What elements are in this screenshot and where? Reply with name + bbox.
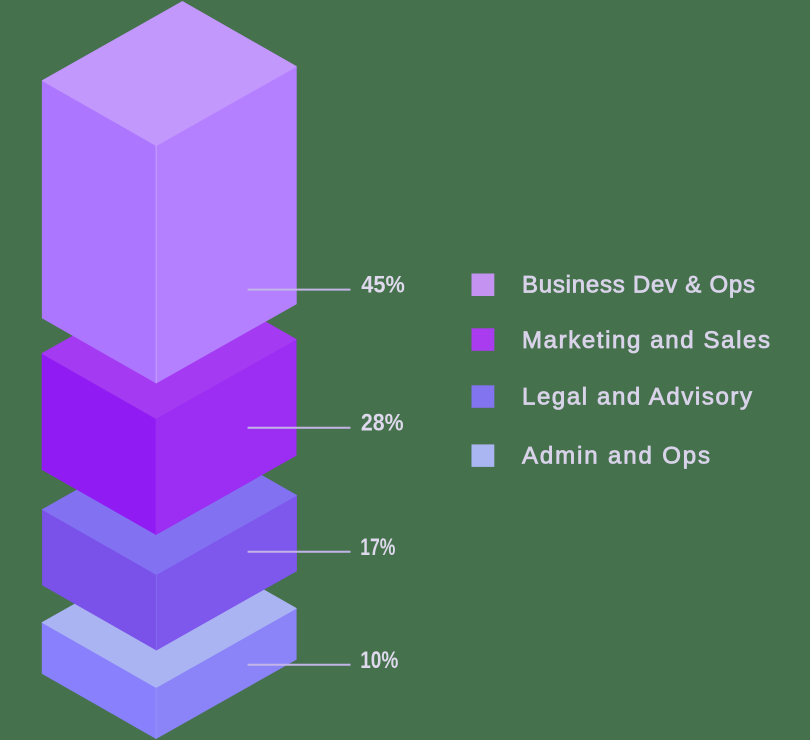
svg-text:Legal and Advisory: Legal and Advisory bbox=[522, 384, 752, 411]
svg-text:10%: 10% bbox=[360, 647, 398, 674]
svg-text:Business Dev & Ops: Business Dev & Ops bbox=[522, 272, 755, 299]
svg-text:Marketing and Sales: Marketing and Sales bbox=[522, 327, 770, 354]
svg-text:45%: 45% bbox=[361, 271, 405, 298]
svg-text:Admin and Ops: Admin and Ops bbox=[522, 443, 710, 470]
svg-text:17%: 17% bbox=[360, 534, 395, 561]
svg-text:28%: 28% bbox=[361, 410, 404, 437]
